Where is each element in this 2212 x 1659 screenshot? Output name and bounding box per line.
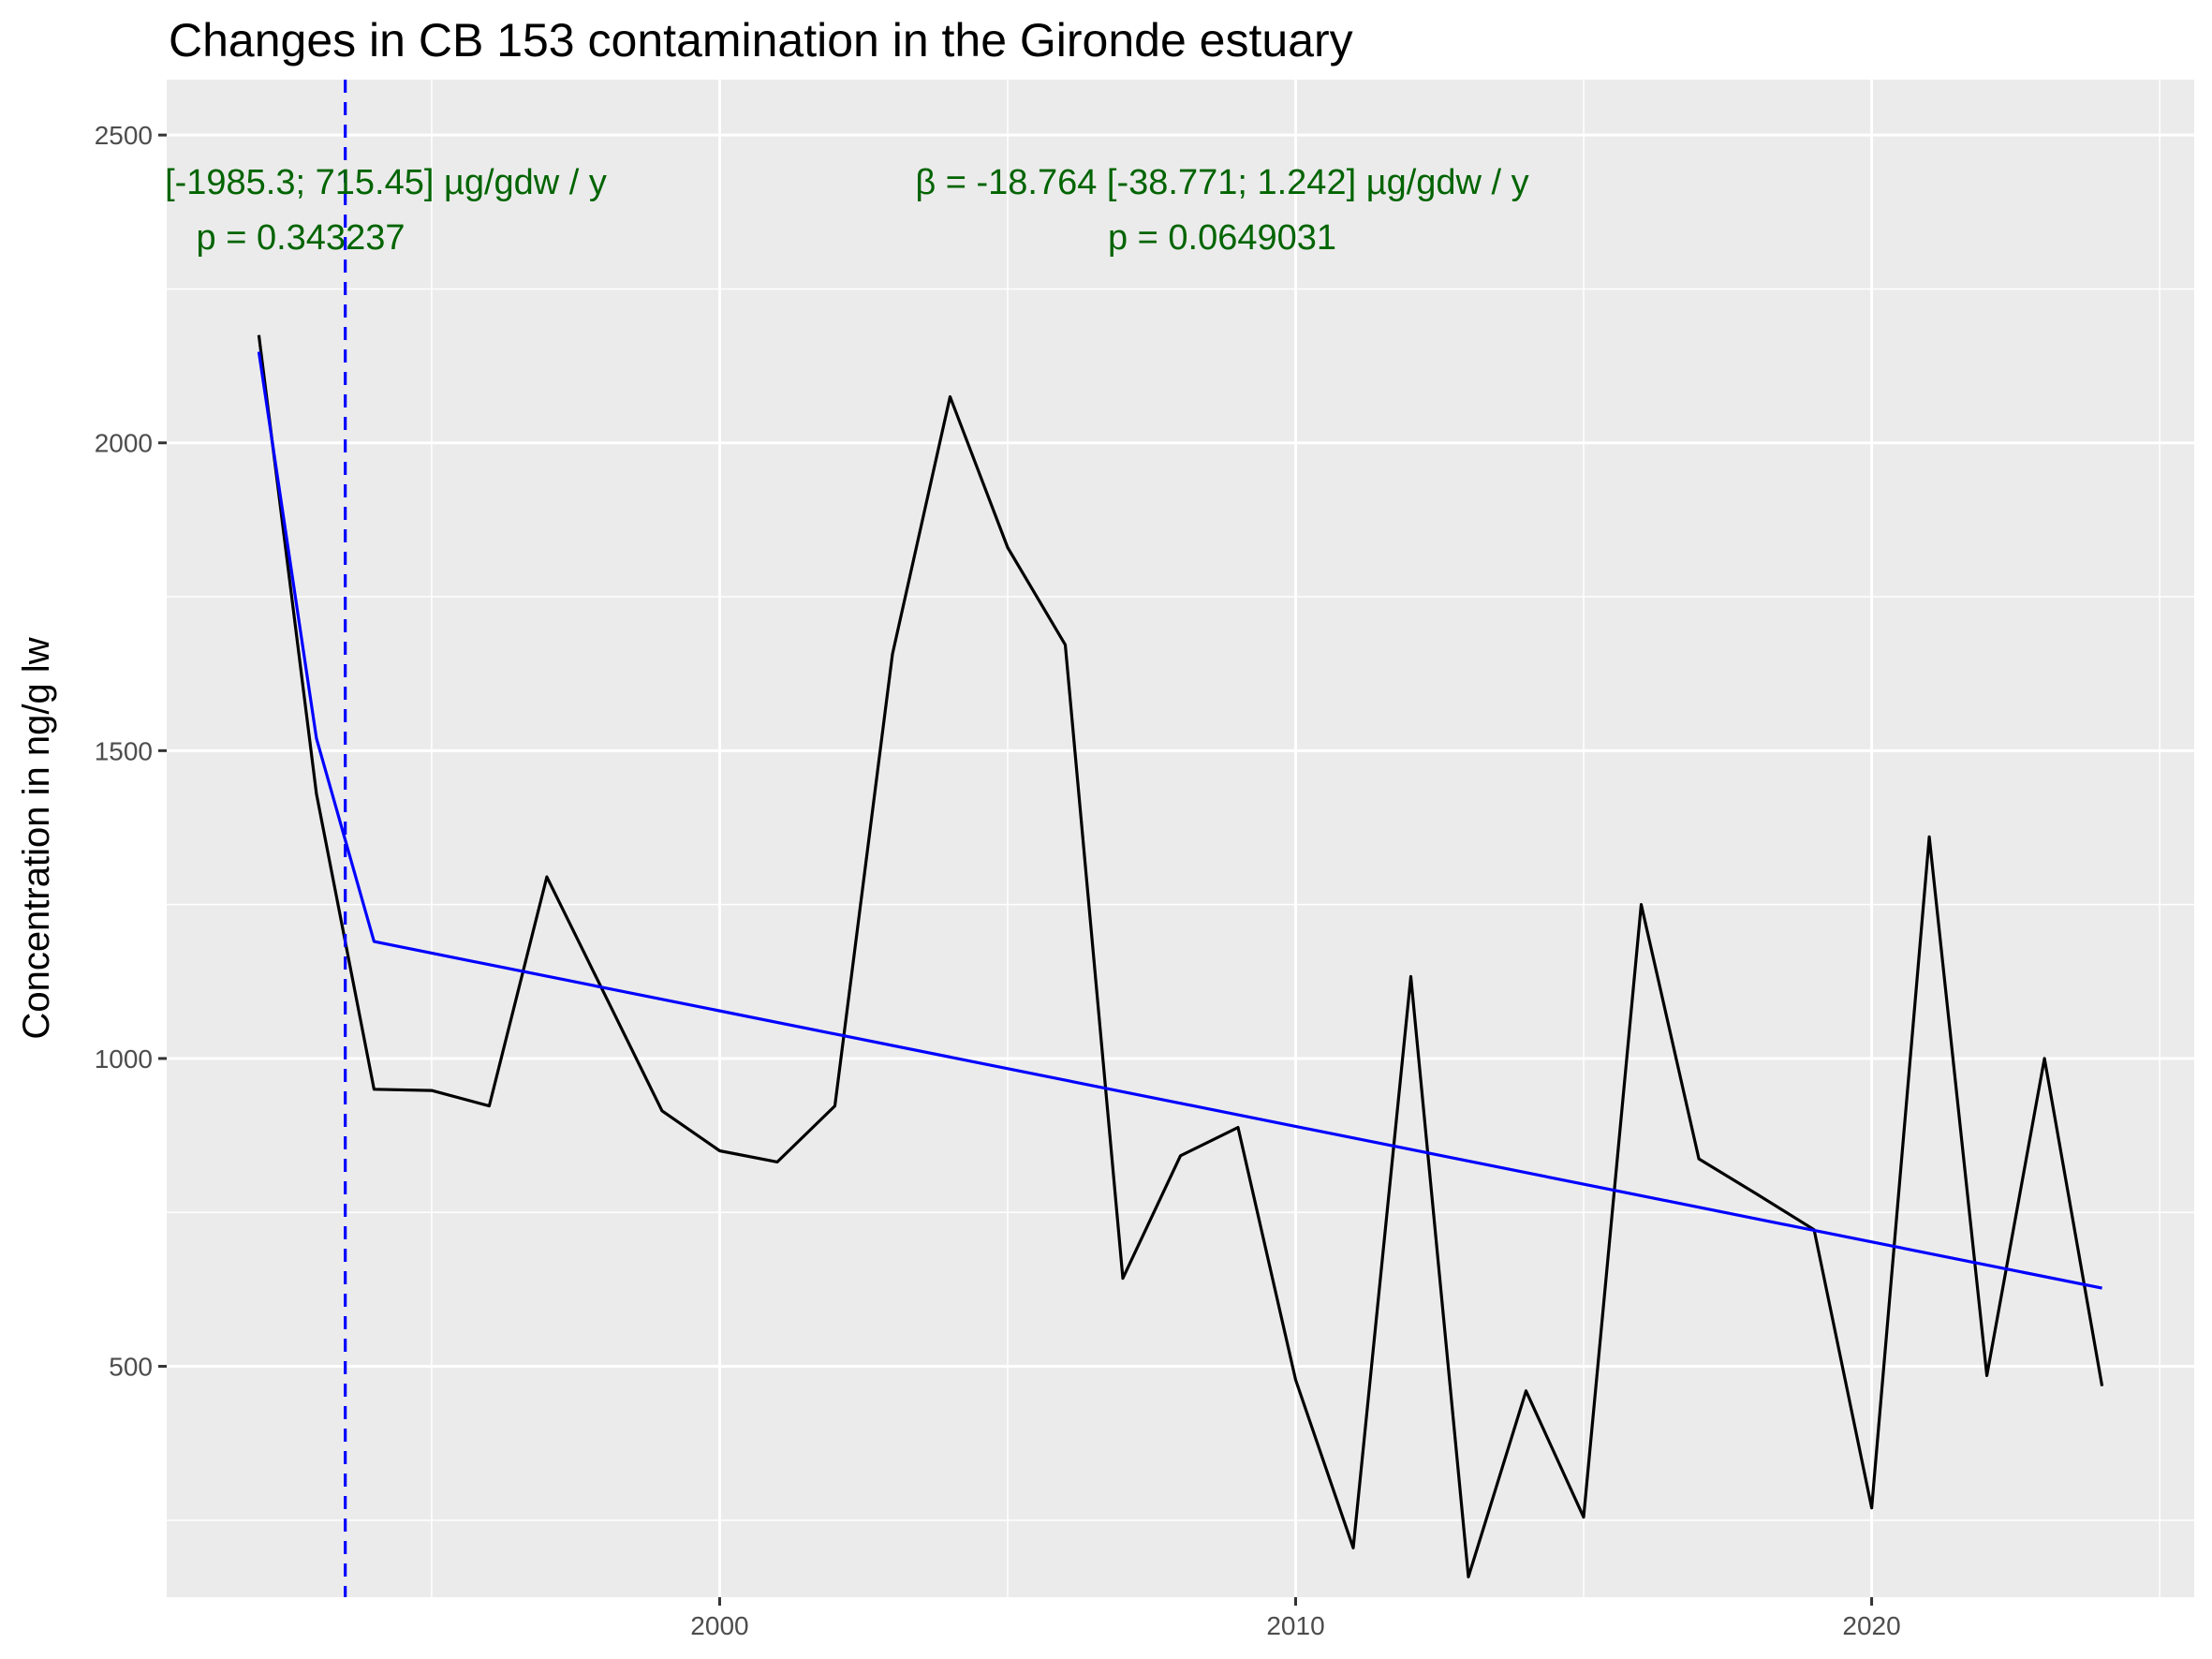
chart-title: Changes in CB 153 contamination in the G… (169, 14, 1353, 67)
major-gridlines (167, 80, 2194, 1597)
annotation-left: [-1985.3; 715.45] µg/gdw / y p = 0.34323… (165, 163, 607, 258)
y-tick-label: 2000 (95, 429, 153, 458)
minor-gridlines (167, 80, 2194, 1597)
x-tick-label: 2020 (1842, 1611, 1900, 1640)
annotation-left-ci: [-1985.3; 715.45] µg/gdw / y (165, 163, 607, 202)
annotation-right-pvalue: p = 0.0649031 (1108, 218, 1336, 258)
y-tick-label: 1500 (95, 736, 153, 765)
x-tick-label: 2000 (690, 1611, 748, 1640)
y-tick-label: 500 (109, 1353, 153, 1382)
annotation-right: β = -18.764 [-38.771; 1.242] µg/gdw / y … (915, 163, 1528, 258)
annotation-left-pvalue: p = 0.343237 (197, 218, 406, 258)
observed-series-line (257, 334, 2104, 1578)
y-tick-label: 2500 (95, 121, 153, 150)
plot-panel (167, 80, 2194, 1597)
series-layer (257, 334, 2104, 1578)
annotation-right-beta: β = -18.764 [-38.771; 1.242] µg/gdw / y (915, 163, 1528, 202)
y-axis-label: Concentration in ng/g lw (16, 637, 57, 1039)
x-axis: 2000 2010 2020 (690, 1597, 1901, 1640)
y-axis: 500 1000 1500 2000 2500 (95, 121, 167, 1382)
y-tick-label: 1000 (95, 1044, 153, 1074)
trend-series-line (257, 351, 2102, 1290)
x-tick-label: 2010 (1266, 1611, 1324, 1640)
